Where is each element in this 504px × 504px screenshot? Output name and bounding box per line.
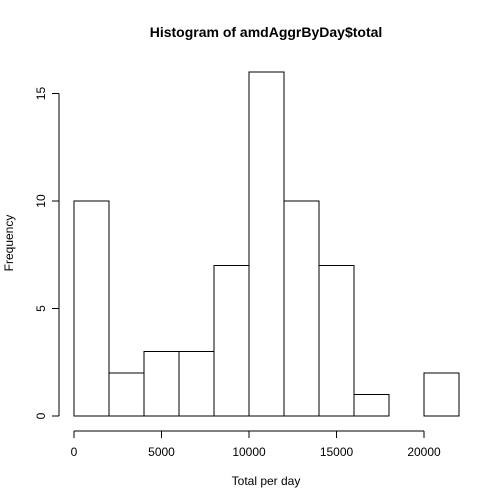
y-axis: 0 5 10 15 [34,87,60,419]
histogram-bar [423,372,460,417]
chart-title: Histogram of amdAggrByDay$total [150,24,383,40]
y-tick-label: 5 [34,305,48,312]
y-tick-label: 10 [34,194,48,208]
x-tick-label: 0 [71,445,78,459]
x-tick-label: 10000 [232,445,266,459]
y-axis-label: Frequency [2,215,16,272]
histogram-bar [143,351,180,417]
histogram-bar [353,394,390,417]
histogram-bar [213,265,250,417]
x-tick-label: 15000 [320,445,354,459]
histogram-bar [108,372,145,417]
histogram-bar [248,71,285,417]
x-tick-label: 5000 [148,445,175,459]
histogram-bar [178,351,215,417]
bars-group [73,71,460,417]
histogram-bar [73,200,110,417]
y-tick-label: 0 [34,412,48,419]
histogram-bar [283,200,320,417]
x-axis-label: Total per day [232,474,301,488]
x-axis: 0 5000 10000 15000 20000 [71,430,441,459]
histogram-bar [318,265,355,417]
x-tick-label: 20000 [407,445,441,459]
y-tick-label: 15 [34,87,48,101]
